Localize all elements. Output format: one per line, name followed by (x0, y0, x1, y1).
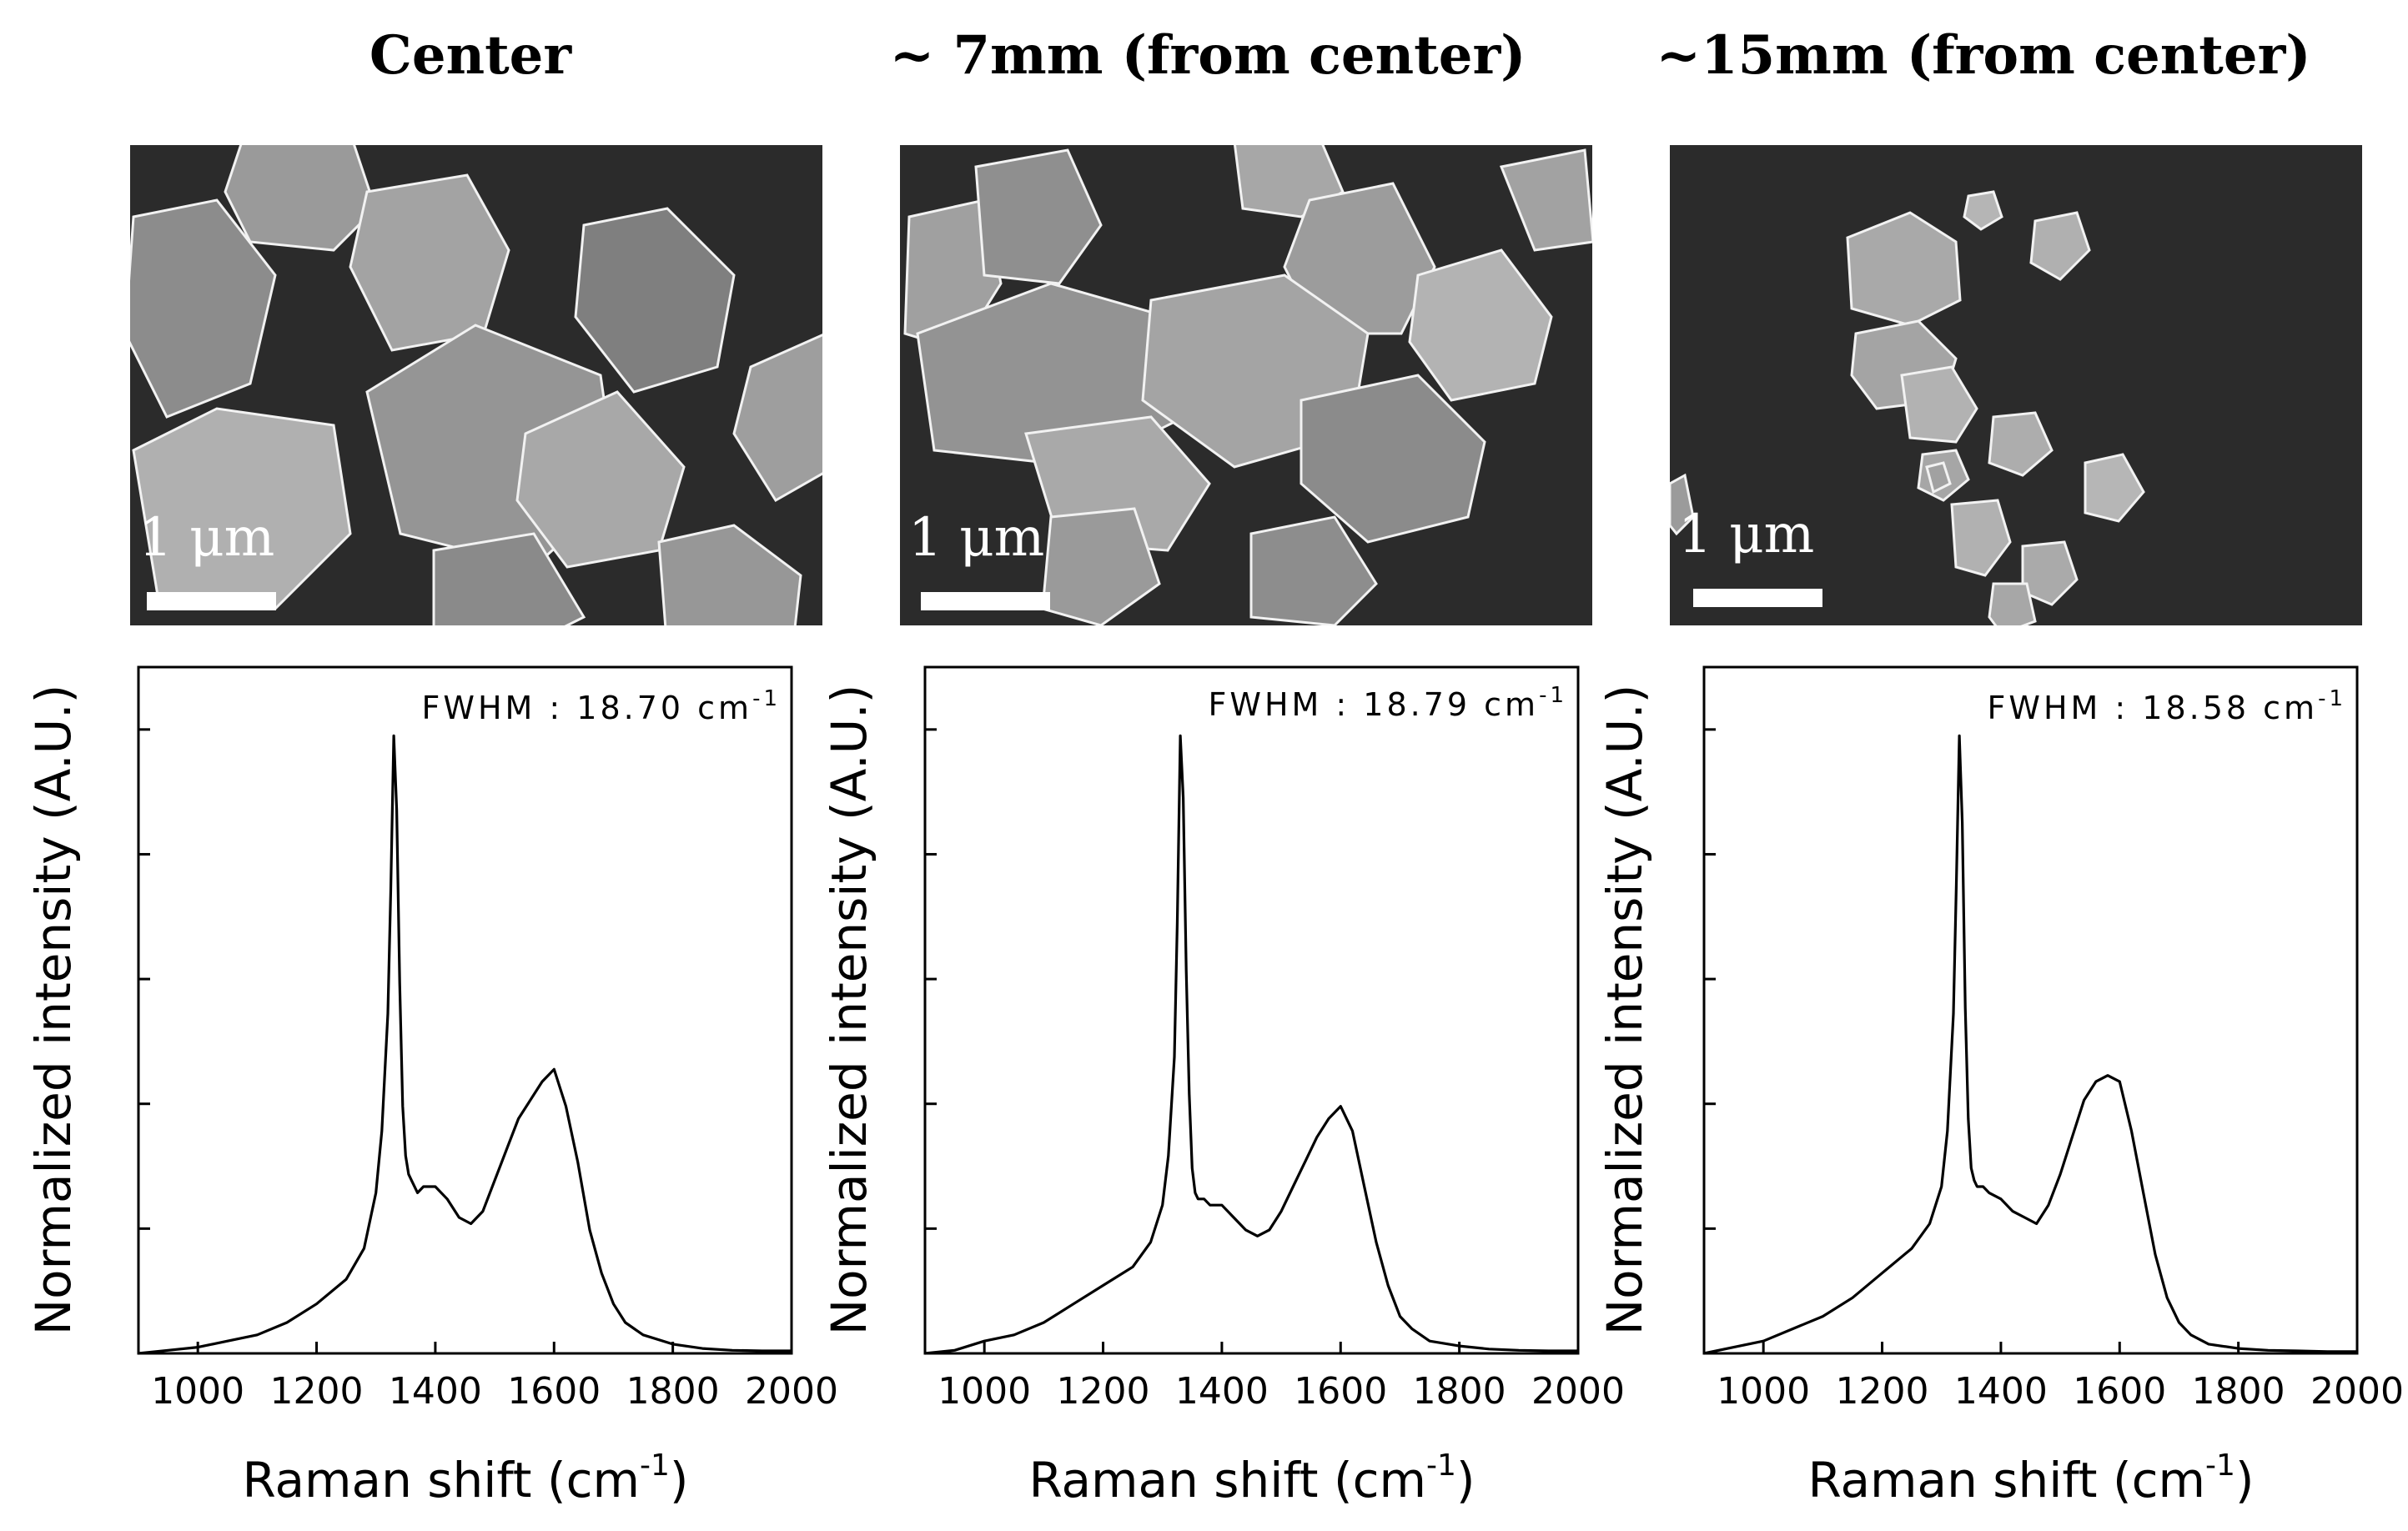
sem-background (1670, 145, 2362, 625)
sem-crystals (130, 145, 822, 625)
plot-frame (137, 665, 793, 1355)
scale-bar-label: 1 μm (138, 507, 274, 569)
crystal (657, 524, 802, 625)
x-tick-label: 1000 (1717, 1370, 1810, 1413)
x-tick-label: 1600 (2073, 1370, 2166, 1413)
sem-image: 1 μm (130, 145, 822, 625)
x-tick-label: 1400 (389, 1370, 482, 1413)
x-tick-label: 1000 (938, 1370, 1031, 1413)
sem-image: 1 μm (1670, 145, 2362, 625)
x-tick-labels: 1000 1200 1400 1600 1800 2000 (1717, 1370, 2404, 1413)
x-tick-label: 1200 (1057, 1370, 1150, 1413)
axis-ticks (138, 728, 793, 1353)
plot-frame (923, 665, 1580, 1355)
sem-crystals (903, 145, 1592, 625)
fwhm-annotation-sup: -1 (752, 686, 781, 711)
panel-title: Center (369, 24, 572, 87)
x-tick-labels: 1000 1200 1400 1600 1800 2000 (938, 1370, 1625, 1413)
x-tick-label: 1400 (1175, 1370, 1269, 1413)
x-tick-label: 1800 (2192, 1370, 2285, 1413)
fwhm-annotation-sup: -1 (1539, 683, 1567, 708)
crystal (574, 207, 736, 394)
x-axis-label-sup: -1 (2205, 1448, 2235, 1483)
x-tick-label: 1800 (1413, 1370, 1506, 1413)
y-axis-label: Normalized intensity (A.U.) (25, 685, 82, 1335)
panel-center: Center 1 μm 1000 1200 1400 1600 1800 2000 (25, 24, 838, 1508)
fwhm-annotation-text: FWHM : 18.58 cm (1988, 690, 2319, 726)
x-tick-label: 1400 (1954, 1370, 2048, 1413)
crystal (1408, 248, 1553, 402)
fwhm-annotation: FWHM : 18.58 cm-1 (1988, 686, 2346, 726)
crystal (974, 148, 1103, 285)
x-axis-label-text: Raman shift (cm (242, 1452, 640, 1508)
raman-plot: 1000 1200 1400 1600 1800 2000 FWHM : 18.70 cm… (25, 665, 838, 1508)
y-axis-label: Normalized intensity (A.U.) (1596, 685, 1653, 1335)
crystal (1925, 461, 1952, 494)
x-tick-labels: 1000 1200 1400 1600 1800 2000 (151, 1370, 838, 1413)
panel-15mm: ~15mm (from center) 1 μm (1596, 24, 2404, 1508)
crystal (432, 532, 586, 625)
crystal (130, 198, 277, 419)
x-tick-label: 1200 (1836, 1370, 1929, 1413)
x-tick-label: 2000 (2310, 1370, 2404, 1413)
crystal (1283, 182, 1436, 335)
raman-plot: 1000 1200 1400 1600 1800 2000 FWHM : 18.79 cm… (821, 665, 1625, 1508)
crystal (1988, 582, 2037, 625)
axis-ticks (1704, 728, 2359, 1353)
raman-spectrum-line (1703, 734, 2357, 1355)
scale-bar-label: 1 μm (908, 507, 1044, 569)
crystal (1670, 473, 1695, 536)
x-axis-label: Raman shift (cm-1) (1807, 1448, 2254, 1508)
x-axis-label-sup: -1 (640, 1448, 670, 1483)
scale-bar (147, 592, 276, 610)
x-tick-label: 2000 (745, 1370, 838, 1413)
x-axis-label-close: ) (2235, 1452, 2255, 1508)
crystal (1963, 190, 2003, 231)
x-axis-label-text: Raman shift (cm (1807, 1452, 2205, 1508)
crystal (1846, 211, 1962, 327)
scale-bar (1693, 589, 1822, 607)
axis-ticks (925, 728, 1580, 1353)
panel-title: ~ 7mm (from center) (890, 24, 1526, 87)
scale-bar-label: 1 μm (1678, 504, 1814, 565)
panel-title: ~15mm (from center) (1656, 24, 2310, 87)
crystal (1900, 365, 1978, 444)
x-tick-label: 1800 (626, 1370, 720, 1413)
x-tick-label: 2000 (1531, 1370, 1625, 1413)
plot-frame (1702, 665, 2359, 1355)
sem-image: 1 μm (900, 145, 1592, 625)
fwhm-annotation: FWHM : 18.70 cm-1 (422, 686, 781, 726)
crystal (732, 334, 822, 503)
crystal (1499, 148, 1592, 252)
crystal (1988, 411, 2054, 477)
crystal (224, 145, 377, 252)
crystal (1249, 515, 1378, 625)
fwhm-annotation-text: FWHM : 18.79 cm (1209, 686, 1540, 723)
x-tick-label: 1200 (270, 1370, 364, 1413)
fwhm-annotation-text: FWHM : 18.70 cm (422, 690, 753, 726)
fwhm-annotation: FWHM : 18.79 cm-1 (1209, 683, 1567, 723)
panel-7mm: ~ 7mm (from center) 1 μm (821, 24, 1625, 1508)
x-axis-label-close: ) (670, 1452, 689, 1508)
scale-bar (921, 592, 1050, 610)
crystal (1300, 374, 1486, 544)
x-axis-label-text: Raman shift (cm (1028, 1452, 1426, 1508)
sem-crystals (1670, 190, 2145, 625)
crystal (2029, 211, 2091, 281)
raman-spectrum-line (138, 734, 792, 1355)
fwhm-annotation-sup: -1 (2318, 686, 2346, 711)
x-tick-label: 1600 (1294, 1370, 1387, 1413)
crystal (2084, 453, 2145, 523)
x-axis-label: Raman shift (cm-1) (1028, 1448, 1475, 1508)
crystal (1950, 499, 2012, 577)
x-tick-label: 1000 (151, 1370, 244, 1413)
raman-spectrum-line (924, 734, 1578, 1355)
y-axis-label: Normalized intensity (A.U.) (821, 685, 877, 1335)
x-axis-label: Raman shift (cm-1) (242, 1448, 688, 1508)
x-axis-label-sup: -1 (1426, 1448, 1456, 1483)
x-axis-label-close: ) (1456, 1452, 1475, 1508)
x-tick-label: 1600 (507, 1370, 601, 1413)
raman-plot: 1000 1200 1400 1600 1800 2000 FWHM : 18.58 cm… (1596, 665, 2404, 1508)
